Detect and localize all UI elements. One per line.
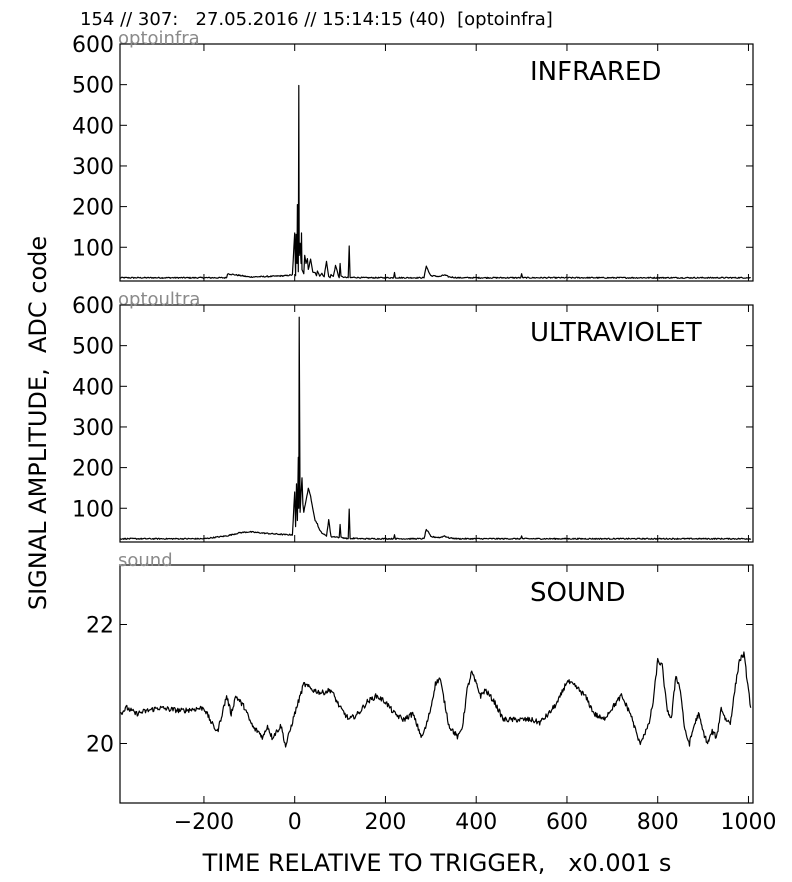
figure-header: 154 // 307: 27.05.2016 // 15:14:15 (40) …	[80, 9, 553, 30]
panel-sound: sound SOUND −200 0 200 400 600 800 1000 20 22	[86, 550, 776, 835]
panel-ultraviolet: optoultra ULTRAVIOLET 100 200 300 400 500 600	[72, 289, 754, 543]
x-tick-label: 200	[364, 810, 406, 835]
panel-infrared: optoinfra INFRARED 100 200 300 400 500 600	[72, 28, 754, 282]
y-tick-label: 200	[72, 457, 114, 482]
panel-title-infrared: INFRARED	[530, 57, 661, 87]
y-tick-label: 200	[72, 196, 114, 221]
x-tick-label: −200	[174, 810, 234, 835]
panel-title-sound: SOUND	[530, 578, 625, 608]
y-tick-label: 22	[86, 614, 114, 639]
x-tick-label: 1000	[720, 810, 776, 835]
x-tick-label: 800	[637, 810, 679, 835]
panel-tag-sound: sound	[118, 550, 173, 571]
x-tick-label: 400	[455, 810, 497, 835]
y-axis-title: SIGNAL AMPLITUDE, ADC code	[24, 236, 52, 610]
x-tick-label: 600	[546, 810, 588, 835]
x-tick-label: 0	[288, 810, 302, 835]
y-tick-label: 100	[72, 236, 114, 261]
y-tick-label: 500	[72, 335, 114, 360]
ticks-sound: −200 0 200 400 600 800 1000 20 22	[86, 565, 776, 835]
plot-frame-infrared	[119, 43, 754, 282]
panel-title-ultraviolet: ULTRAVIOLET	[530, 318, 702, 348]
y-tick-label: 300	[72, 416, 114, 441]
y-tick-label: 20	[86, 733, 114, 758]
y-tick-label: 300	[72, 155, 114, 180]
y-tick-label: 600	[72, 294, 114, 319]
y-tick-label: 600	[72, 33, 114, 58]
y-tick-label: 500	[72, 74, 114, 99]
y-tick-label: 400	[72, 375, 114, 400]
y-tick-label: 400	[72, 114, 114, 139]
plot-frame-sound	[119, 564, 754, 804]
trace-sound	[119, 651, 752, 748]
ticks-ultraviolet: 100 200 300 400 500 600	[72, 294, 753, 542]
x-axis-title: TIME RELATIVE TO TRIGGER, x0.001 s	[202, 849, 672, 877]
panel-tag-ultraviolet: optoultra	[118, 289, 200, 310]
plot-frame-ultraviolet	[119, 304, 754, 543]
y-tick-label: 100	[72, 497, 114, 522]
panel-tag-infrared: optoinfra	[118, 28, 200, 49]
trace-ultraviolet	[119, 316, 752, 540]
trace-infrared	[119, 84, 751, 279]
ticks-infrared: 100 200 300 400 500 600	[72, 33, 753, 281]
